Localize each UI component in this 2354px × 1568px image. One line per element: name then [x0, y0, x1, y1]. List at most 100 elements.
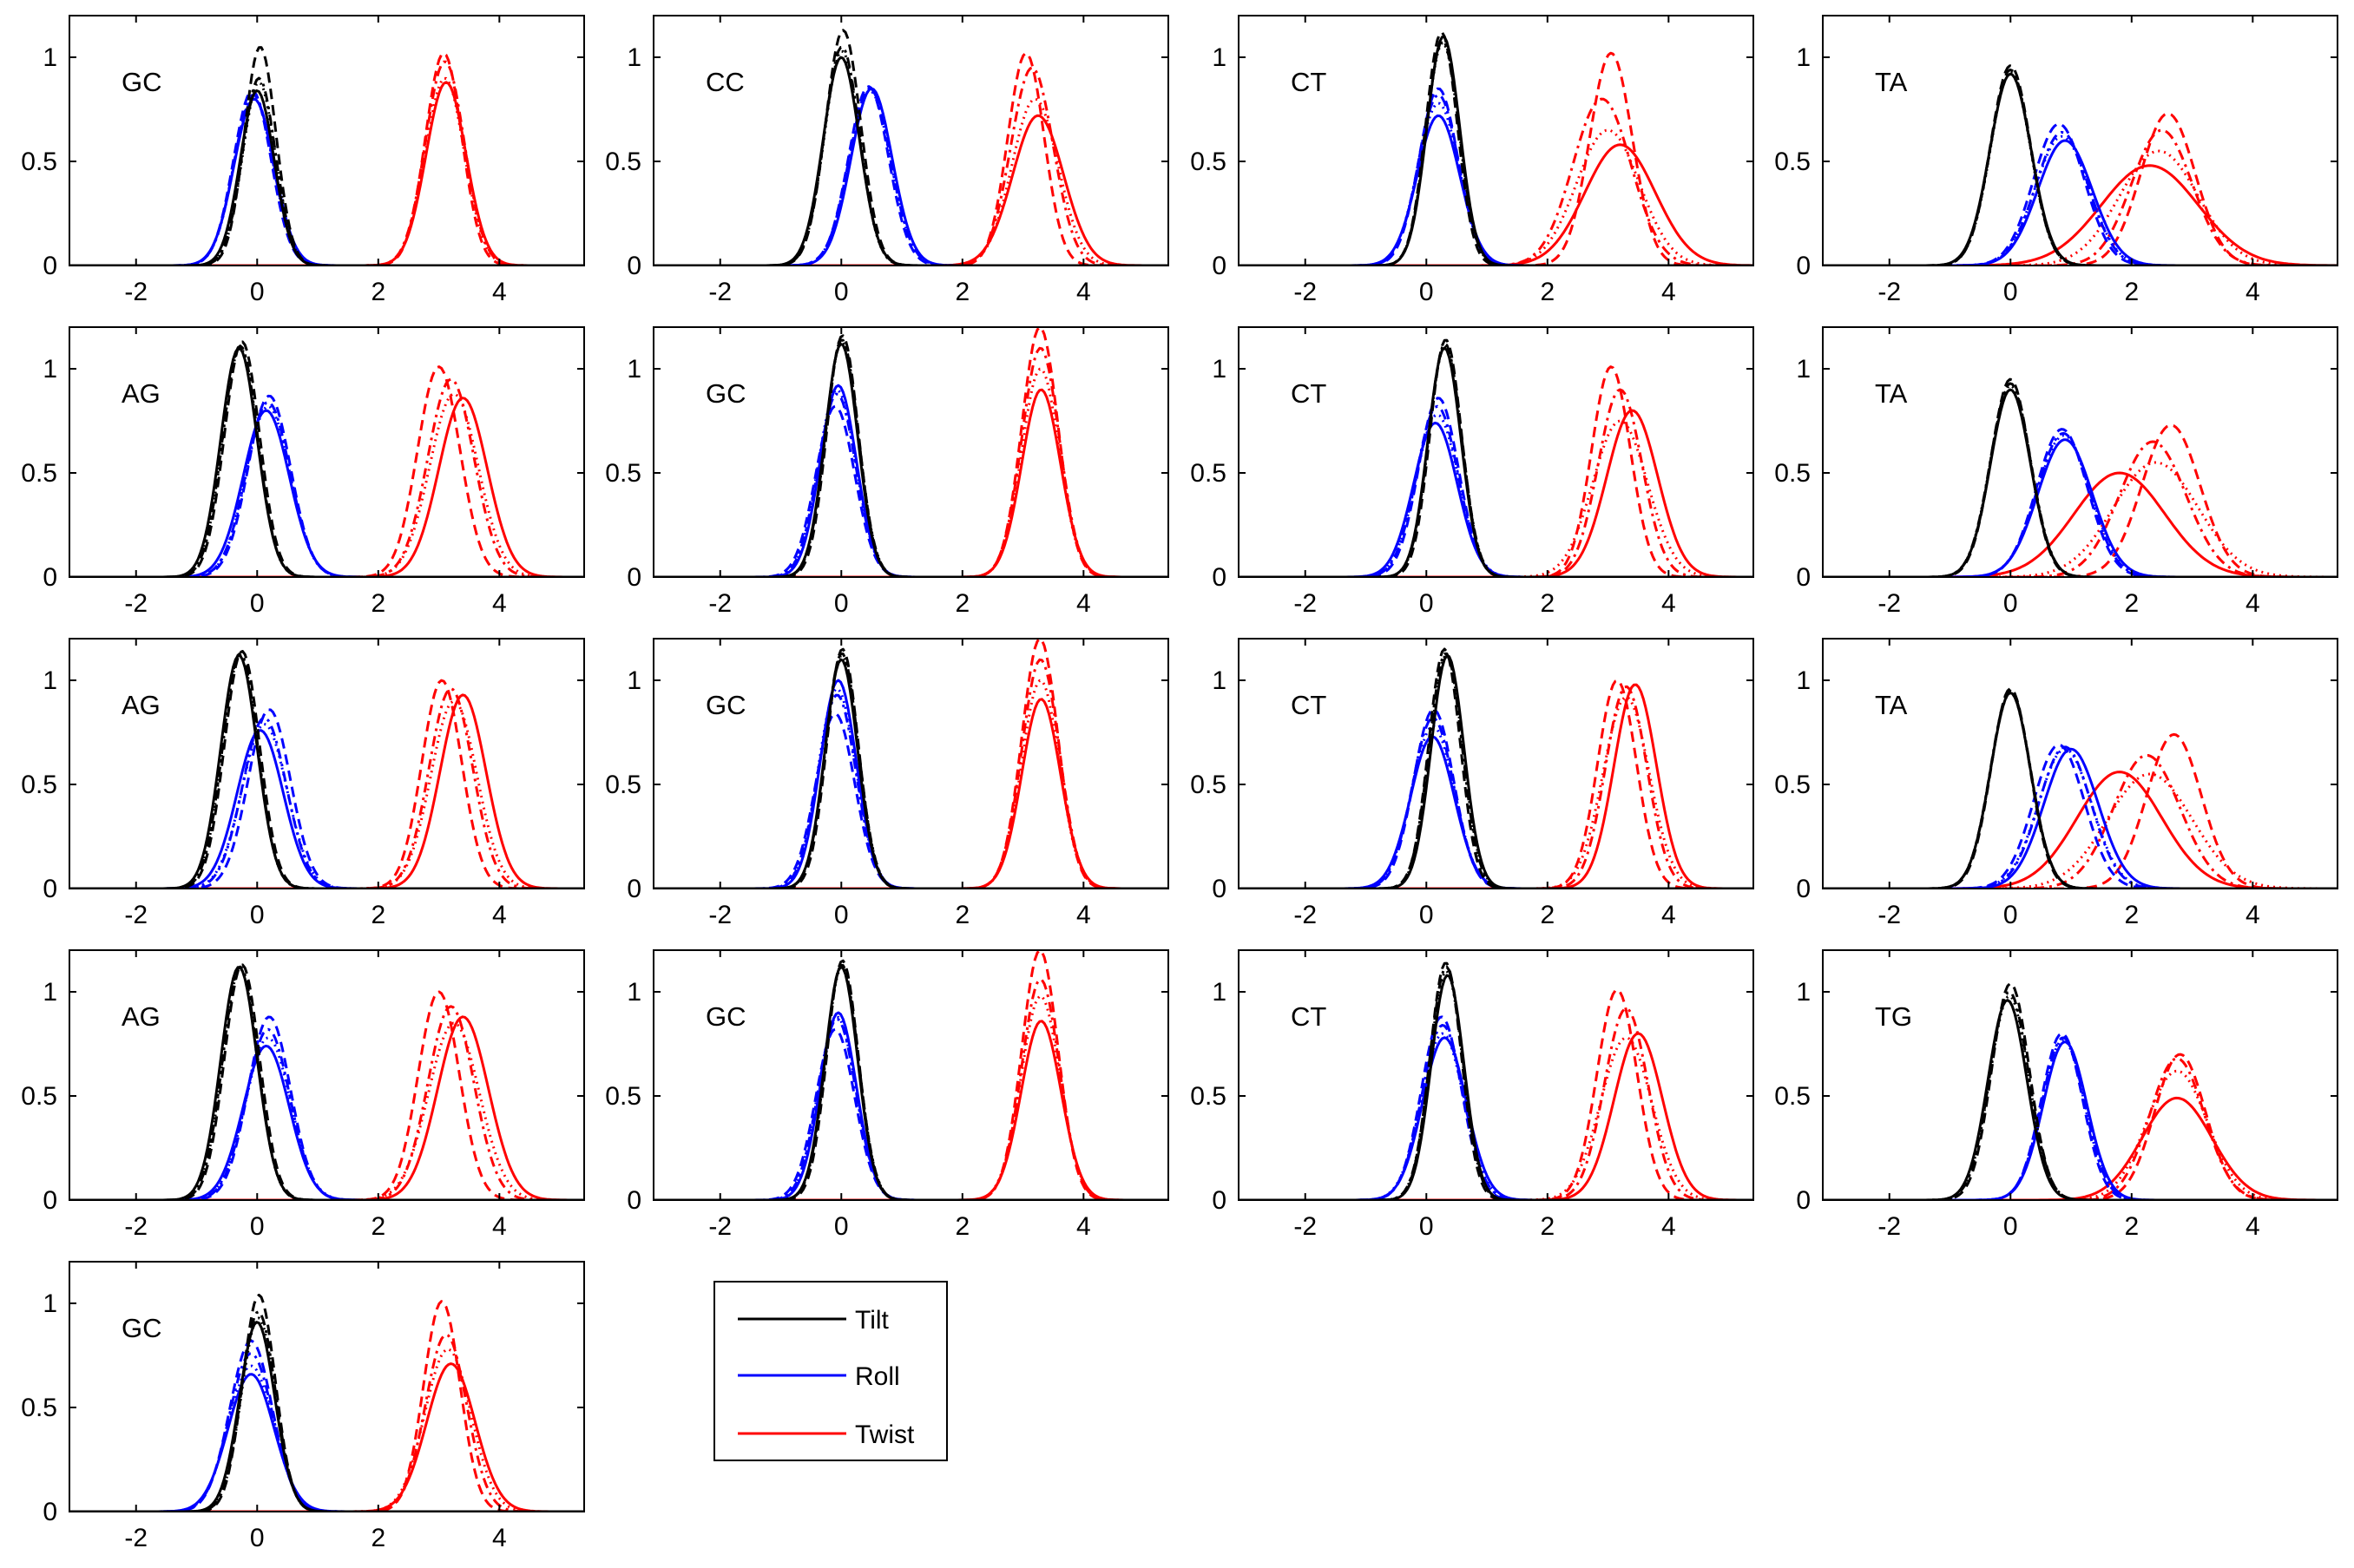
x-tick-label: 2 [2124, 901, 2139, 929]
x-tick-label: 0 [1419, 589, 1434, 618]
plot-area [1823, 16, 2338, 266]
curves [69, 340, 584, 577]
x-tick-label: -2 [1293, 589, 1317, 618]
curve-twist-dashed [69, 990, 584, 1200]
y-tick-label: 0.5 [1190, 148, 1226, 176]
axes-frame [1822, 638, 2338, 889]
curve-twist-dotted [1823, 149, 2338, 266]
legend-label-twist: Twist [855, 1420, 915, 1449]
panel-label: TA [1875, 378, 1908, 409]
axes-frame [653, 638, 1169, 889]
x-tick-label: 0 [250, 278, 265, 306]
panel-label: GC [706, 378, 746, 409]
x-tick-label: -2 [124, 1524, 148, 1552]
curve-twist-dashdot [69, 377, 584, 577]
curve-twist-dotted [1239, 695, 1753, 889]
curve-twist-dashed [1239, 679, 1753, 889]
panel-label: CT [1291, 1001, 1326, 1032]
x-tick-label: 2 [371, 1212, 385, 1241]
curve-roll-dashed [654, 85, 1168, 266]
curve-twist-solid [69, 1015, 584, 1200]
x-tick-label: 4 [492, 278, 507, 306]
panel-label: CT [1291, 67, 1326, 97]
curve-roll-solid [1823, 1040, 2338, 1200]
x-tick-label: 2 [1540, 901, 1555, 929]
x-tick-label: 2 [2124, 1212, 2139, 1241]
x-tick-label: 0 [250, 1212, 265, 1241]
y-tick-label: 1 [1796, 666, 1811, 695]
panel-10: -2 0 2 4 0 0.5 1 GC [605, 638, 1169, 929]
plot-area [1823, 327, 2338, 577]
curve-twist-solid [69, 397, 584, 577]
panel-11: -2 0 2 4 0 0.5 1 CT [1190, 638, 1754, 929]
y-tick-label: 0.5 [605, 771, 641, 799]
axes-frame [1822, 326, 2338, 578]
x-tick-label: -2 [1877, 278, 1901, 306]
curve-twist-solid [654, 114, 1168, 266]
y-tick-label: 0.5 [605, 459, 641, 488]
y-tick-label: 1 [43, 1289, 57, 1318]
curve-twist-dashed [654, 327, 1168, 577]
axes-frame [69, 15, 585, 266]
axes-frame [1822, 15, 2338, 266]
panel-3: -2 0 2 4 0 0.5 1 CT [1190, 15, 1754, 306]
y-tick-label: 1 [627, 978, 641, 1007]
plot-area [69, 16, 584, 266]
y-tick-label: 1 [43, 666, 57, 695]
panel-label: TA [1875, 690, 1908, 720]
curve-twist-solid [69, 693, 584, 889]
y-tick-label: 0.5 [21, 459, 57, 488]
x-tick-label: 4 [1661, 589, 1676, 618]
x-tick-label: 4 [2246, 1212, 2260, 1241]
x-tick-label: 4 [1661, 901, 1676, 929]
x-tick-label: 4 [2246, 278, 2260, 306]
curves [1239, 338, 1753, 577]
plot-area [654, 639, 1168, 889]
curve-twist-solid [1823, 1096, 2338, 1200]
curve-twist-dashdot [69, 1333, 584, 1512]
curve-twist-dashdot [1239, 388, 1753, 577]
curve-roll-solid [1239, 1036, 1753, 1200]
plot-area [69, 639, 584, 889]
x-tick-label: 4 [1661, 1212, 1676, 1241]
curve-twist-dashed [69, 365, 584, 577]
curve-roll-dashed [1239, 1015, 1753, 1200]
curve-twist-dashed [654, 51, 1168, 266]
panels-group: -2 0 2 4 0 0.5 1 GC -2 0 2 4 0 0.5 1 CC -2 0 2 4 0 0.5 1 CT -2 0 2… [21, 15, 2338, 1552]
panel-label: CT [1291, 378, 1326, 409]
curve-roll-solid [654, 87, 1168, 266]
y-tick-label: 0.5 [605, 148, 641, 176]
curve-twist-dotted [69, 76, 584, 266]
panel-13: -2 0 2 4 0 0.5 1 AG [21, 949, 585, 1241]
curve-roll-solid [1239, 114, 1753, 266]
x-tick-label: 4 [1076, 901, 1091, 929]
x-tick-label: -2 [708, 278, 732, 306]
x-tick-label: 2 [371, 278, 385, 306]
x-tick-label: 2 [371, 1524, 385, 1552]
curve-roll-dotted [1823, 434, 2338, 577]
curve-roll-solid [1823, 747, 2338, 889]
panel-label: GC [706, 1001, 746, 1032]
axes-frame [1822, 949, 2338, 1201]
plot-area [69, 1262, 584, 1512]
x-tick-label: 2 [1540, 1212, 1555, 1241]
x-tick-label: 4 [2246, 589, 2260, 618]
panel-7: -2 0 2 4 0 0.5 1 CT [1190, 326, 1754, 618]
y-tick-label: 0.5 [21, 1082, 57, 1111]
y-tick-label: 0.5 [1774, 771, 1811, 799]
plot-area [654, 950, 1168, 1200]
legend-box [713, 1281, 948, 1461]
x-tick-label: 4 [492, 1524, 507, 1552]
y-tick-label: 0 [43, 252, 57, 280]
curve-roll-dotted [69, 723, 584, 889]
curve-twist-dashed [69, 51, 584, 266]
curve-twist-dashed [69, 679, 584, 889]
curve-twist-dashdot [1823, 128, 2338, 266]
curve-tilt-dashdot [1239, 342, 1753, 577]
x-tick-label: 0 [250, 1524, 265, 1552]
panel-4: -2 0 2 4 0 0.5 1 TA [1774, 15, 2338, 306]
curve-twist-dashed [1239, 51, 1753, 266]
panel-12: -2 0 2 4 0 0.5 1 TA [1774, 638, 2338, 929]
curve-roll-dashed [1823, 1032, 2338, 1200]
